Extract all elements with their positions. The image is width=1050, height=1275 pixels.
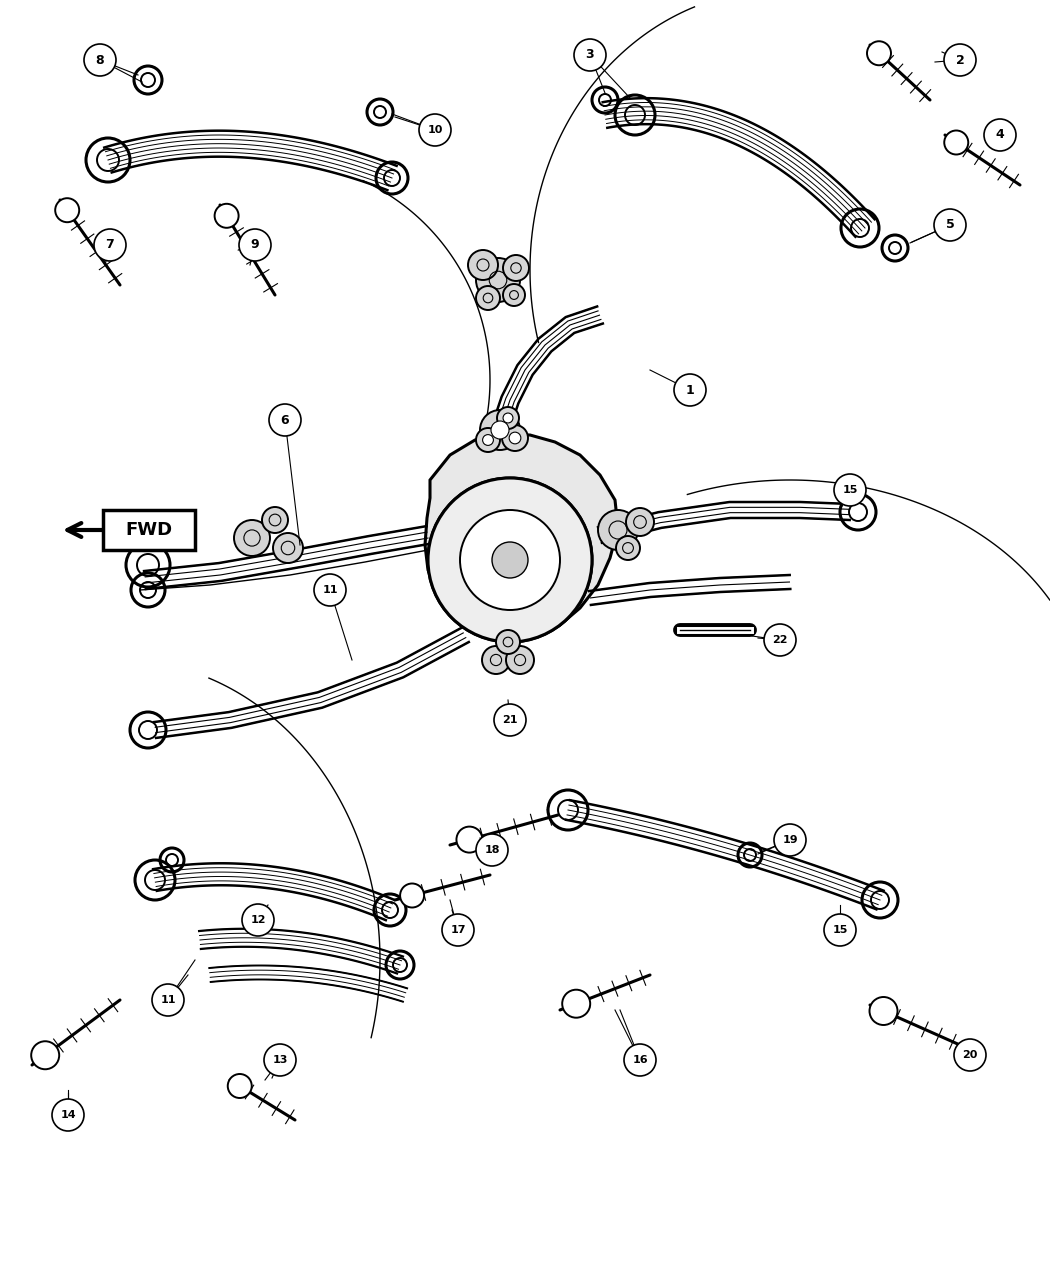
Circle shape [94,230,126,261]
Circle shape [497,407,519,428]
Circle shape [502,425,528,451]
Circle shape [492,542,528,578]
Circle shape [506,646,534,674]
Circle shape [460,510,560,609]
Circle shape [152,984,184,1016]
Text: 9: 9 [251,238,259,251]
Circle shape [228,1074,252,1098]
Text: 15: 15 [833,924,847,935]
Circle shape [824,914,856,946]
Circle shape [428,478,592,643]
Circle shape [428,478,592,643]
Polygon shape [425,435,618,640]
Circle shape [496,630,520,654]
Circle shape [574,40,606,71]
Circle shape [476,258,520,302]
Text: 22: 22 [772,635,788,645]
Circle shape [442,914,474,946]
Text: 5: 5 [946,218,954,232]
Circle shape [834,474,866,506]
Circle shape [457,826,482,853]
Circle shape [84,45,116,76]
Text: 19: 19 [782,835,798,845]
Text: 15: 15 [842,484,858,495]
Text: 17: 17 [450,924,466,935]
Circle shape [214,204,238,228]
Text: 18: 18 [484,845,500,856]
Circle shape [944,130,968,154]
Text: 11: 11 [322,585,338,595]
Text: 6: 6 [280,413,290,427]
Circle shape [419,113,452,147]
Text: 3: 3 [586,48,594,61]
Circle shape [509,432,521,444]
Text: 12: 12 [250,915,266,924]
Circle shape [869,997,898,1025]
Circle shape [483,435,493,445]
Circle shape [264,1044,296,1076]
Circle shape [32,1042,59,1070]
Text: 1: 1 [686,384,694,397]
Text: 13: 13 [272,1054,288,1065]
Text: 10: 10 [427,125,443,135]
Circle shape [492,542,528,578]
Circle shape [468,250,498,280]
Circle shape [503,284,525,306]
Circle shape [482,646,510,674]
Circle shape [764,623,796,657]
Circle shape [491,421,509,439]
Text: FWD: FWD [125,521,172,539]
Circle shape [984,119,1016,150]
Circle shape [494,704,526,736]
Circle shape [400,884,424,908]
Circle shape [476,286,500,310]
Text: 8: 8 [96,54,104,66]
Circle shape [954,1039,986,1071]
Circle shape [934,209,966,241]
Circle shape [234,520,270,556]
Circle shape [262,507,288,533]
Text: 11: 11 [161,994,175,1005]
Circle shape [476,834,508,866]
Text: 14: 14 [60,1111,76,1119]
Circle shape [616,536,640,560]
Text: 2: 2 [956,54,964,66]
Text: 21: 21 [502,715,518,725]
Text: 16: 16 [632,1054,648,1065]
Circle shape [624,1044,656,1076]
Circle shape [269,404,301,436]
Circle shape [944,45,977,76]
Circle shape [774,824,806,856]
Circle shape [867,41,891,65]
Circle shape [626,507,654,536]
Circle shape [314,574,346,606]
Circle shape [598,510,638,550]
Circle shape [242,904,274,936]
Text: 20: 20 [962,1051,978,1060]
Circle shape [503,413,513,423]
Circle shape [480,411,520,450]
Text: 4: 4 [995,129,1005,142]
Circle shape [476,428,500,453]
Circle shape [56,198,79,222]
Circle shape [239,230,271,261]
Circle shape [460,510,560,609]
Circle shape [273,533,303,564]
Circle shape [562,989,590,1017]
FancyBboxPatch shape [103,510,195,550]
Circle shape [503,255,529,280]
Text: 7: 7 [106,238,114,251]
Circle shape [674,374,706,405]
Circle shape [52,1099,84,1131]
